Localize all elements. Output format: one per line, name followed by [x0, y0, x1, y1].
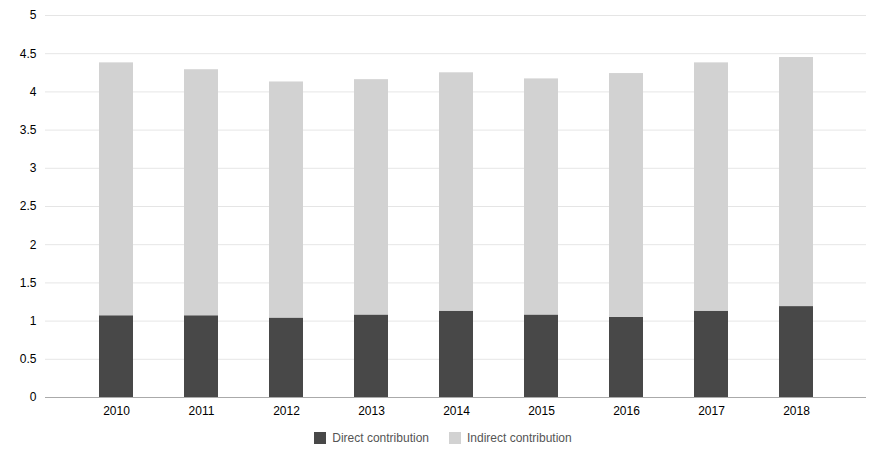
svg-text:3: 3	[30, 161, 37, 175]
svg-text:4.5: 4.5	[20, 47, 37, 61]
svg-text:2: 2	[30, 238, 37, 252]
svg-text:2013: 2013	[358, 404, 385, 418]
svg-text:0: 0	[30, 390, 37, 404]
svg-text:4: 4	[30, 85, 37, 99]
html-text:Direct contribution: Direct contribution	[332, 431, 429, 445]
svg-text:5: 5	[30, 8, 37, 22]
svg-text:2.5: 2.5	[20, 199, 37, 213]
svg-text:2012: 2012	[273, 404, 300, 418]
svg-text:2010: 2010	[103, 404, 130, 418]
svg-text:2017: 2017	[698, 404, 725, 418]
svg-text:3.5: 3.5	[20, 123, 37, 137]
svg-text:2015: 2015	[528, 404, 555, 418]
html-text:Indirect contribution: Indirect contribution	[467, 431, 572, 445]
svg-text:1: 1	[30, 314, 37, 328]
svg-text:2014: 2014	[443, 404, 470, 418]
svg-text:1.5: 1.5	[20, 276, 37, 290]
svg-text:2018: 2018	[783, 404, 810, 418]
svg-text:0.5: 0.5	[20, 352, 37, 366]
svg-text:2016: 2016	[613, 404, 640, 418]
svg-text:2011: 2011	[189, 404, 215, 418]
